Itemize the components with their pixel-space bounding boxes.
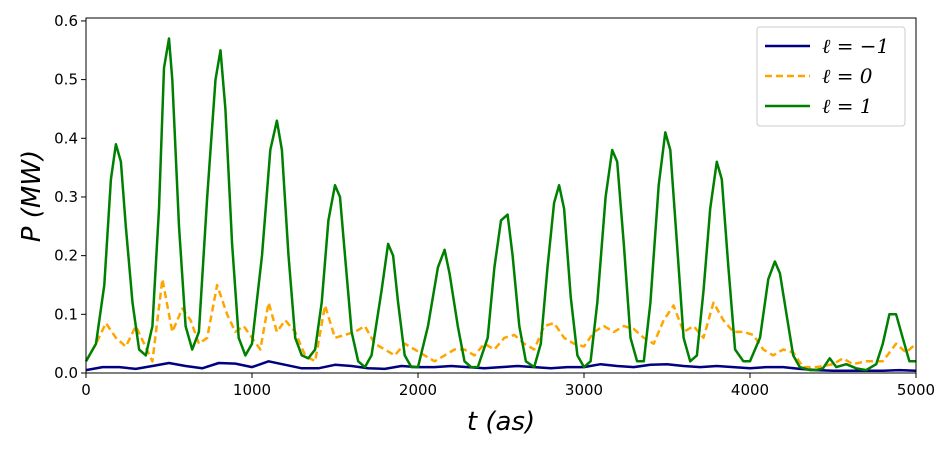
x-tick-label: 0 — [81, 381, 91, 399]
y-axis-ticks: 0.0 0.1 0.2 0.3 0.4 0.5 0.6 — [54, 12, 86, 382]
x-tick-label: 4000 — [731, 381, 769, 399]
y-tick-label: 0.4 — [54, 129, 78, 147]
plot-frame — [85, 17, 917, 374]
legend-box — [756, 26, 906, 127]
legend-label-1: ℓ = 0 — [822, 64, 873, 88]
x-tick-label: 1000 — [233, 381, 271, 399]
y-tick-label: 0.1 — [54, 305, 78, 323]
y-tick-label: 0.5 — [54, 71, 78, 89]
x-tick-label: 2000 — [399, 381, 437, 399]
y-tick-label: 0.0 — [54, 364, 78, 382]
series-line-0 — [85, 360, 917, 372]
y-tick-label: 0.6 — [54, 12, 78, 30]
x-axis-ticks: 0 1000 2000 3000 4000 5000 — [81, 373, 935, 399]
legend: ℓ = −1 ℓ = 0 ℓ = 1 — [756, 26, 906, 127]
y-tick-label: 0.3 — [54, 188, 78, 206]
y-tick-label: 0.2 — [54, 247, 78, 265]
legend-label-2: ℓ = 1 — [822, 94, 873, 118]
legend-label-0: ℓ = −1 — [822, 34, 889, 58]
x-tick-label: 5000 — [897, 381, 935, 399]
series-line-1 — [84, 277, 917, 369]
y-axis-label: P (MW) — [17, 150, 47, 242]
x-tick-label: 3000 — [565, 381, 603, 399]
plot-lines — [84, 37, 917, 372]
x-axis-label: t (as) — [467, 407, 535, 437]
series-line-2 — [84, 37, 916, 372]
